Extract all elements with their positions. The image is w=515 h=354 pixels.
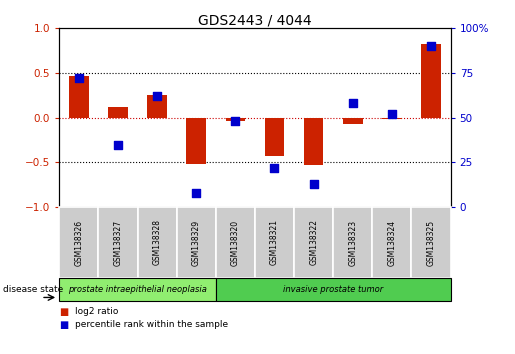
Text: prostate intraepithelial neoplasia: prostate intraepithelial neoplasia	[68, 285, 207, 294]
Point	[231, 119, 239, 124]
Point	[192, 190, 200, 196]
Bar	[265, 118, 284, 156]
Text: ■: ■	[59, 307, 68, 316]
Text: GSM138320: GSM138320	[231, 219, 240, 266]
Bar	[226, 118, 245, 121]
Point	[427, 43, 435, 49]
Text: ■: ■	[59, 320, 68, 330]
Bar	[421, 44, 441, 118]
Bar	[186, 118, 206, 164]
Bar	[304, 118, 323, 165]
Text: GSM138323: GSM138323	[348, 219, 357, 266]
Text: GSM138329: GSM138329	[192, 219, 201, 266]
Title: GDS2443 / 4044: GDS2443 / 4044	[198, 13, 312, 27]
Text: GSM138324: GSM138324	[387, 219, 397, 266]
Point	[270, 165, 279, 171]
Text: GSM138326: GSM138326	[74, 219, 83, 266]
Text: percentile rank within the sample: percentile rank within the sample	[75, 320, 228, 329]
Point	[153, 93, 161, 99]
Text: GSM138327: GSM138327	[113, 219, 123, 266]
Text: invasive prostate tumor: invasive prostate tumor	[283, 285, 383, 294]
Text: GSM138325: GSM138325	[426, 219, 436, 266]
Point	[388, 111, 396, 117]
Bar	[343, 118, 363, 124]
Bar	[382, 118, 402, 120]
Bar	[147, 95, 167, 118]
Point	[114, 142, 122, 147]
Bar	[108, 107, 128, 118]
Point	[349, 101, 357, 106]
Text: disease state: disease state	[3, 285, 63, 294]
Text: GSM138328: GSM138328	[152, 219, 162, 266]
Text: GSM138321: GSM138321	[270, 219, 279, 266]
Point	[310, 181, 318, 187]
Text: GSM138322: GSM138322	[309, 219, 318, 266]
Bar	[69, 76, 89, 118]
Text: log2 ratio: log2 ratio	[75, 307, 118, 316]
Point	[75, 75, 83, 81]
